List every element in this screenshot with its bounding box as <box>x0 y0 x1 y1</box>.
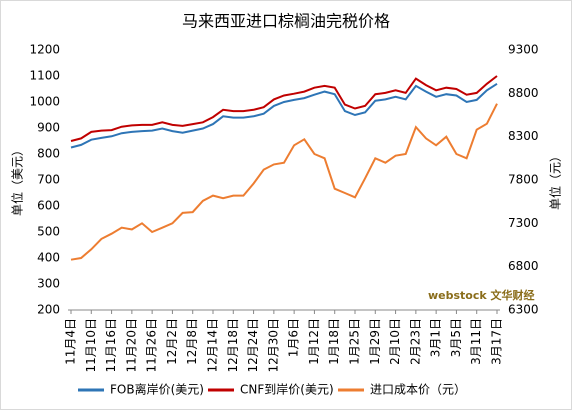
y2-tick-label: 7800 <box>508 173 539 187</box>
watermark: webstock 文华财经 <box>428 288 535 302</box>
x-tick-label: 1月6日 <box>287 318 301 357</box>
legend-label: FOB离岸价(美元) <box>110 382 204 397</box>
x-tick-label: 3月17日 <box>490 318 504 365</box>
x-tick-label: 11月26日 <box>145 318 159 373</box>
y-tick-label: 600 <box>37 199 60 213</box>
y2-tick-label: 7300 <box>508 216 539 230</box>
x-tick-label: 12月24日 <box>246 318 260 373</box>
x-tick-label: 11月20日 <box>124 318 138 373</box>
legend-label: 进口成本价（元） <box>370 383 466 397</box>
x-tick-label: 1月18日 <box>327 318 341 365</box>
y-tick-label: 400 <box>37 251 60 265</box>
y-tick-label: 900 <box>37 121 60 135</box>
x-tick-label: 12月2日 <box>165 318 179 365</box>
line-series <box>70 82 498 149</box>
x-tick-label: 3月5日 <box>449 318 463 357</box>
line-series <box>70 75 498 142</box>
y-tick-label: 200 <box>37 303 60 317</box>
x-tick-label: 3月1日 <box>429 318 443 357</box>
y-tick-label: 700 <box>37 173 60 187</box>
x-tick-label: 11月16日 <box>104 318 118 373</box>
y-tick-label: 1000 <box>29 95 60 109</box>
y2-tick-label: 6300 <box>508 303 539 317</box>
y2-tick-label: 8800 <box>508 86 539 100</box>
y-tick-label: 1200 <box>29 43 60 57</box>
x-tick-label: 12月30日 <box>266 318 280 373</box>
y2-tick-label: 9300 <box>508 43 539 57</box>
y-tick-label: 500 <box>37 225 60 239</box>
x-tick-label: 2月10日 <box>388 318 402 365</box>
y2-tick-label: 8300 <box>508 129 539 143</box>
x-tick-label: 3月11日 <box>469 318 483 365</box>
x-tick-label: 11月4日 <box>64 318 78 365</box>
y-tick-label: 800 <box>37 147 60 161</box>
y-axis-label: 单位（美元） <box>10 144 25 216</box>
y-tick-label: 300 <box>37 277 60 291</box>
y2-axis-label: 单位（元） <box>548 150 563 210</box>
x-tick-label: 11月10日 <box>84 318 98 373</box>
x-tick-label: 12月18日 <box>226 318 240 373</box>
chart-title: 马来西亚进口棕榈油完税价格 <box>182 12 390 31</box>
x-tick-label: 2月23日 <box>408 318 422 365</box>
x-tick-label: 12月14日 <box>206 318 220 373</box>
x-tick-label: 1月29日 <box>368 318 382 365</box>
y2-tick-label: 6800 <box>508 259 539 273</box>
y-tick-label: 1100 <box>29 69 60 83</box>
x-tick-label: 1月25日 <box>348 318 362 365</box>
x-tick-label: 1月12日 <box>307 318 321 365</box>
line-series <box>70 103 498 261</box>
x-tick-label: 12月8日 <box>185 318 199 365</box>
legend-label: CNF到岸价(美元) <box>240 383 334 397</box>
